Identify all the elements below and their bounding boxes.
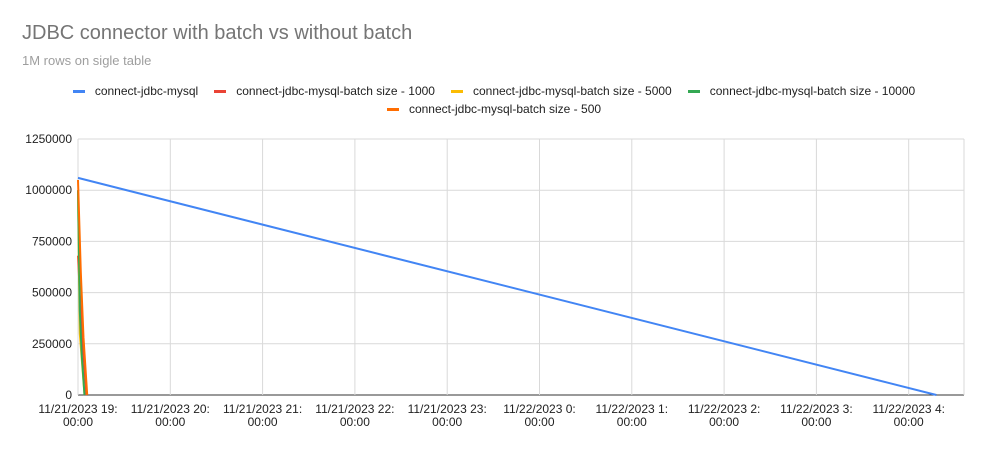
x-tick-label: 00:00 bbox=[801, 415, 831, 429]
legend-item-batch-5000[interactable]: connect-jdbc-mysql-batch size - 5000 bbox=[450, 84, 672, 98]
x-tick-label: 00:00 bbox=[340, 415, 370, 429]
x-tick-label: 00:00 bbox=[63, 415, 93, 429]
legend-item-batch-10000[interactable]: connect-jdbc-mysql-batch size - 10000 bbox=[687, 84, 916, 98]
y-tick-label: 250000 bbox=[32, 337, 72, 351]
legend-swatch bbox=[72, 89, 85, 93]
x-tick-label: 00:00 bbox=[894, 415, 924, 429]
legend-label: connect-jdbc-mysql-batch size - 500 bbox=[408, 102, 602, 116]
x-tick-label: 11/21/2023 19: bbox=[38, 402, 117, 416]
x-tick-label: 00:00 bbox=[155, 415, 185, 429]
x-tick-label: 00:00 bbox=[524, 415, 554, 429]
y-tick-label: 500000 bbox=[32, 286, 72, 300]
y-tick-label: 0 bbox=[65, 388, 72, 402]
y-tick-label: 1000000 bbox=[25, 183, 72, 197]
legend-item-batch-500[interactable]: connect-jdbc-mysql-batch size - 500 bbox=[386, 102, 602, 116]
x-tick-label: 00:00 bbox=[248, 415, 278, 429]
series-line-4 bbox=[77, 179, 89, 396]
chart-subtitle: 1M rows on sigle table bbox=[22, 53, 152, 68]
legend-swatch bbox=[450, 89, 463, 93]
legend-label: connect-jdbc-mysql-batch size - 5000 bbox=[472, 84, 672, 98]
legend-swatch bbox=[386, 107, 399, 111]
legend-row-2: connect-jdbc-mysql-batch size - 500 bbox=[0, 102, 988, 116]
legend-item-batch-1000[interactable]: connect-jdbc-mysql-batch size - 1000 bbox=[214, 84, 435, 98]
x-tick-label: 00:00 bbox=[432, 415, 462, 429]
legend-row-1: connect-jdbc-mysql connect-jdbc-mysql-ba… bbox=[0, 84, 988, 98]
legend-swatch bbox=[687, 89, 700, 93]
x-tick-label: 11/22/2023 4: bbox=[872, 402, 945, 416]
chart-title: JDBC connector with batch vs without bat… bbox=[22, 22, 413, 44]
legend-label: connect-jdbc-mysql bbox=[94, 84, 199, 98]
x-tick-label: 00:00 bbox=[709, 415, 739, 429]
legend-swatch bbox=[214, 89, 227, 93]
x-tick-label: 11/22/2023 0: bbox=[503, 402, 576, 416]
y-tick-label: 1250000 bbox=[25, 132, 72, 146]
series-line-3 bbox=[77, 190, 86, 396]
series-line-0 bbox=[77, 176, 937, 396]
x-tick-label: 11/22/2023 3: bbox=[780, 402, 853, 416]
x-tick-label: 11/22/2023 2: bbox=[688, 402, 761, 416]
x-tick-label: 11/21/2023 20: bbox=[131, 402, 210, 416]
x-tick-label: 11/21/2023 22: bbox=[315, 402, 394, 416]
legend-label: connect-jdbc-mysql-batch size - 10000 bbox=[709, 84, 916, 98]
x-tick-label: 00:00 bbox=[617, 415, 647, 429]
legend-item-mysql[interactable]: connect-jdbc-mysql bbox=[72, 84, 199, 98]
legend-label: connect-jdbc-mysql-batch size - 1000 bbox=[236, 84, 435, 98]
x-tick-label: 11/22/2023 1: bbox=[596, 402, 669, 416]
x-tick-label: 11/21/2023 23: bbox=[408, 402, 487, 416]
x-tick-label: 11/21/2023 21: bbox=[223, 402, 302, 416]
y-tick-label: 750000 bbox=[32, 234, 72, 248]
